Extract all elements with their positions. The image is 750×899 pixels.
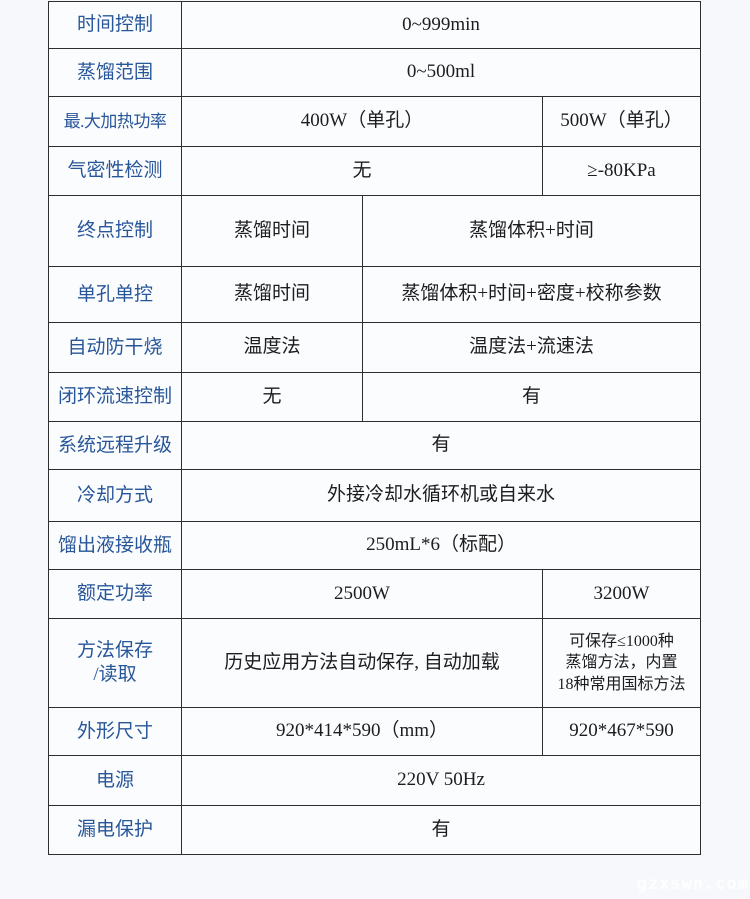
spec-label: 单孔单控 xyxy=(48,266,182,323)
spec-row-remote-upgrade: 系统远程升级 有 xyxy=(48,421,702,470)
spec-label: 冷却方式 xyxy=(48,469,182,522)
spec-row-closed-loop-flow-control: 闭环流速控制 无 有 xyxy=(48,372,702,422)
spec-label: 最.大加热功率 xyxy=(48,96,182,147)
spec-row-distillation-range: 蒸馏范围 0~500ml xyxy=(48,48,702,97)
spec-row-time-control: 时间控制 0~999min xyxy=(48,1,702,49)
spec-label: 漏电保护 xyxy=(48,805,182,855)
spec-label: 气密性检测 xyxy=(48,146,182,196)
spec-table: 时间控制 0~999min 蒸馏范围 0~500ml 最.大加热功率 400W（… xyxy=(48,1,702,855)
spec-value: 2500W xyxy=(181,569,543,619)
spec-value: 无 xyxy=(181,146,543,196)
spec-value: 温度法+流速法 xyxy=(361,322,702,373)
spec-label: 系统远程升级 xyxy=(48,421,182,470)
spec-value: 0~999min xyxy=(180,1,702,49)
spec-row-endpoint-control: 终点控制 蒸馏时间 蒸馏体积+时间 xyxy=(48,195,702,267)
spec-row-airtightness-test: 气密性检测 无 ≥-80KPa xyxy=(48,146,702,196)
spec-row-receiving-bottle: 馏出液接收瓶 250mL*6（标配） xyxy=(48,521,702,570)
spec-label: 额定功率 xyxy=(48,569,182,619)
spec-label: 馏出液接收瓶 xyxy=(48,521,182,570)
spec-row-rated-power: 额定功率 2500W 3200W xyxy=(48,569,702,619)
spec-value: 920*467*590 xyxy=(541,707,702,756)
spec-value: 可保存≤1000种 蒸馏方法，内置 18种常用国标方法 xyxy=(541,618,702,708)
spec-row-dimensions: 外形尺寸 920*414*590（mm） 920*467*590 xyxy=(48,707,702,756)
spec-value: 3200W xyxy=(541,569,702,619)
spec-value: 有 xyxy=(180,805,702,855)
spec-row-single-hole-control: 单孔单控 蒸馏时间 蒸馏体积+时间+密度+校称参数 xyxy=(48,266,702,323)
spec-value: 220V 50Hz xyxy=(180,755,702,806)
spec-label: 电源 xyxy=(48,755,182,806)
spec-value: 0~500ml xyxy=(180,48,702,97)
spec-value: 无 xyxy=(181,372,363,422)
spec-label: 时间控制 xyxy=(48,1,182,49)
spec-value: 蒸馏体积+时间 xyxy=(361,195,702,267)
spec-value: 温度法 xyxy=(181,322,363,373)
spec-label: 终点控制 xyxy=(48,195,182,267)
spec-value: 有 xyxy=(361,372,702,422)
spec-row-max-heating-power: 最.大加热功率 400W（单孔） 500W（单孔） xyxy=(48,96,702,147)
spec-value: 蒸馏体积+时间+密度+校称参数 xyxy=(361,266,702,323)
spec-label: 自动防干烧 xyxy=(48,322,182,373)
spec-row-anti-dry-burn: 自动防干烧 温度法 温度法+流速法 xyxy=(48,322,702,373)
spec-value: 外接冷却水循环机或自来水 xyxy=(180,469,702,522)
spec-value: 有 xyxy=(180,421,702,470)
spec-value: 920*414*590（mm） xyxy=(181,707,543,756)
spec-value: 500W（单孔） xyxy=(541,96,702,147)
spec-label: 外形尺寸 xyxy=(48,707,182,756)
spec-value: 250mL*6（标配） xyxy=(180,521,702,570)
spec-value: 蒸馏时间 xyxy=(181,195,363,267)
spec-value: 历史应用方法自动保存, 自动加载 xyxy=(181,618,543,708)
spec-label: 闭环流速控制 xyxy=(48,372,182,422)
spec-label: 蒸馏范围 xyxy=(48,48,182,97)
watermark: gzxswn.com xyxy=(636,874,749,894)
spec-value: ≥-80KPa xyxy=(541,146,702,196)
spec-label: 方法保存 /读取 xyxy=(48,618,182,708)
spec-row-power-supply: 电源 220V 50Hz xyxy=(48,755,702,806)
spec-value: 400W（单孔） xyxy=(181,96,543,147)
spec-row-method-save-read: 方法保存 /读取 历史应用方法自动保存, 自动加载 可保存≤1000种 蒸馏方法… xyxy=(48,618,702,708)
spec-row-cooling-method: 冷却方式 外接冷却水循环机或自来水 xyxy=(48,469,702,522)
spec-row-leakage-protection: 漏电保护 有 xyxy=(48,805,702,855)
spec-value: 蒸馏时间 xyxy=(181,266,363,323)
